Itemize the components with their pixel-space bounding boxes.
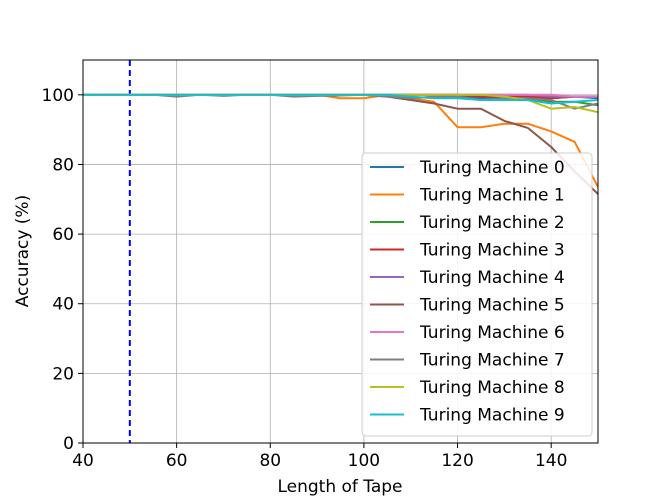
x-tick-label: 140 [535, 451, 567, 471]
x-tick-label: 120 [441, 451, 473, 471]
x-tick-label: 80 [259, 451, 281, 471]
y-tick-label: 20 [52, 364, 74, 384]
legend-label: Turing Machine 3 [419, 241, 565, 261]
y-tick-label: 0 [63, 434, 74, 454]
legend: Turing Machine 0 Turing Machine 1 Turing M… [361, 152, 593, 437]
y-tick-label: 80 [52, 155, 74, 175]
x-tick-label: 60 [166, 451, 188, 471]
legend-label: Turing Machine 6 [419, 323, 565, 343]
x-axis-ticks: 40 60 80 100 120 140 [72, 443, 567, 471]
y-axis-label: Accuracy (%) [13, 195, 33, 307]
legend-label: Turing Machine 0 [419, 158, 565, 178]
y-tick-label: 40 [52, 295, 74, 315]
legend-label: Turing Machine 4 [419, 268, 565, 288]
legend-box [361, 152, 593, 437]
legend-label: Turing Machine 1 [419, 186, 565, 206]
legend-label: Turing Machine 9 [419, 406, 565, 426]
x-tick-label: 100 [348, 451, 380, 471]
x-axis-label: Length of Tape [277, 477, 402, 497]
y-tick-label: 100 [42, 86, 74, 106]
x-tick-label: 40 [72, 451, 94, 471]
series-layer [83, 93, 598, 195]
series-line-9 [83, 93, 598, 105]
legend-label: Turing Machine 5 [419, 296, 565, 316]
legend-label: Turing Machine 7 [419, 351, 565, 371]
legend-label: Turing Machine 2 [419, 213, 565, 233]
y-axis-ticks: 0 20 40 60 80 100 [42, 86, 83, 454]
plot-frame [82, 59, 599, 444]
y-tick-label: 60 [52, 225, 74, 245]
legend-label: Turing Machine 8 [419, 378, 565, 398]
